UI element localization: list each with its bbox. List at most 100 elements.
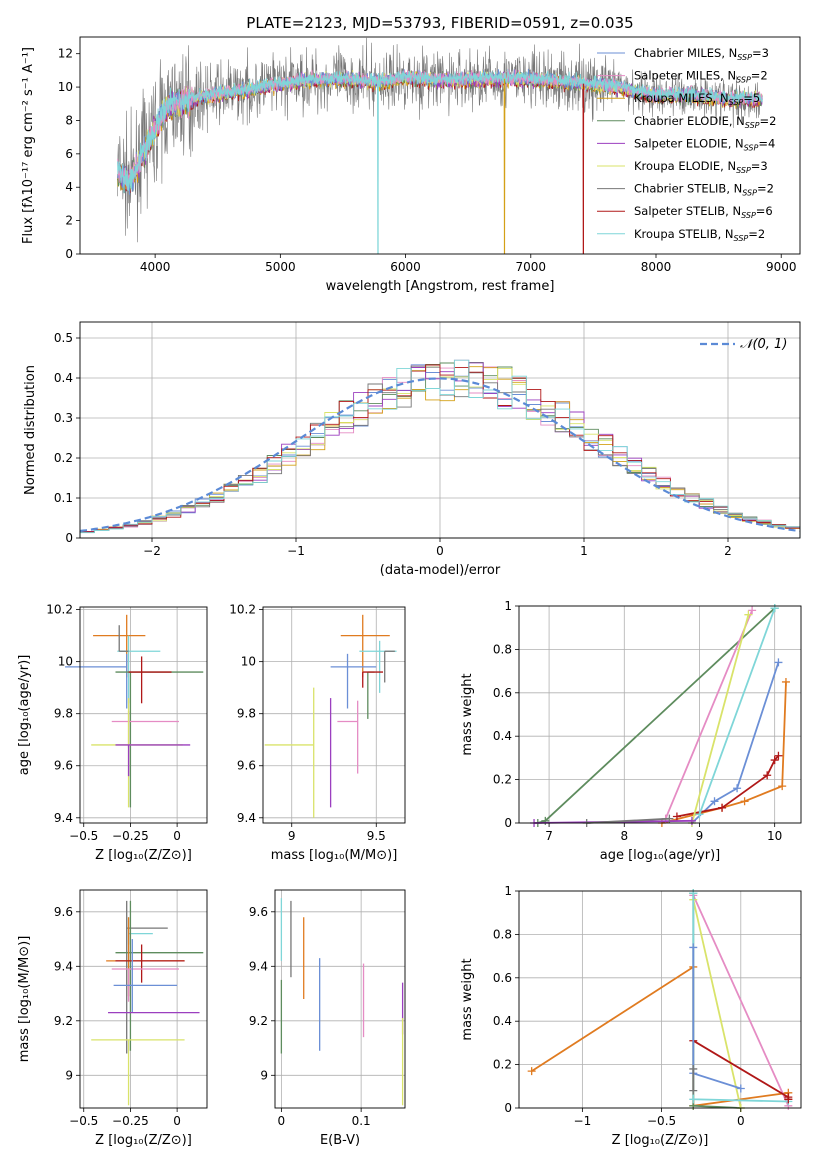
y-tick-label: 0.4 [493,1014,512,1028]
data-point-marker [770,604,779,613]
y-tick-label: 9 [65,1068,73,1082]
panel-5: −0.5 −0.25 0 9 9.2 9.4 9.6 Z [log₁₀(Z/Z⊙)] mass … [17,889,208,1148]
plot-area [91,900,204,1106]
y-tick-label: 0.2 [54,451,73,465]
panel-0: 4000 5000 6000 7000 8000 9000 0 2 4 6 8 10 12 wavelen… [21,36,801,294]
series-path [692,947,742,1090]
series-path [531,965,790,1107]
series-path [691,614,750,824]
errorbar-point [126,900,168,1054]
y-tick-label: 9 [260,1068,268,1082]
errorbar-point [115,744,191,777]
data-point-marker [689,889,698,898]
data-point-marker [689,1086,698,1095]
data-point-marker [527,1067,536,1076]
data-point-marker [778,782,787,791]
y-tick-label: 0.2 [493,1058,512,1072]
errorbar-point [111,711,179,748]
legend-entry: Kroupa ELODIE, NSSP=3 [634,159,768,175]
panel-6: 0 0.1 9 9.2 9.4 9.6 E(B-V) [249,889,406,1148]
y-tick-label: 2 [65,214,73,228]
y-tick-label: 9.6 [54,759,73,773]
y-tick-label: 9.6 [249,905,268,919]
y-tick-label: 0 [65,247,73,261]
y-tick-label: 9.8 [237,707,256,721]
data-point-marker [733,784,742,793]
y-tick-label: 9.6 [237,759,256,773]
plot-area [527,889,793,1112]
errorbar-point [384,650,395,683]
series-line [689,895,745,1112]
errorbar-point [106,917,185,997]
data-point-marker [740,797,749,806]
errorbar-point [91,698,183,808]
plot-area [280,898,404,1106]
y-tick-label: 9.6 [54,905,73,919]
x-axis-label: age [log₁₀(age/yr)] [600,848,721,863]
series-path [586,817,670,824]
x-tick-label: 6000 [390,260,421,274]
legend: Chabrier MILES, NSSP=3 Salpeter MILES, NS… [597,46,776,243]
data-point-marker [710,797,719,806]
plot-area [117,37,763,255]
x-tick-label: 7 [545,829,553,843]
errorbar-point [128,656,172,704]
data-point-marker [774,751,783,760]
x-tick-label: 0 [173,1114,181,1128]
axes-frame [518,890,802,1109]
errorbar-point [113,939,178,1013]
x-tick-label: −1 [287,544,305,558]
y-tick-label: 4 [65,180,73,194]
x-axis-label: E(B-V) [320,1133,360,1148]
axes-frame [518,605,802,824]
y-tick-label: 9.2 [54,1014,73,1028]
legend: 𝒩(0, 1) [700,337,787,352]
y-tick-label: 0.4 [493,729,512,743]
y-tick-label: 10 [58,655,73,669]
data-point-marker [718,803,727,812]
plot-area [264,614,397,818]
errorbar-point [117,635,161,704]
data-point-marker [781,677,790,686]
y-axis-label: mass weight [460,958,475,1040]
legend-entry: Salpeter STELIB, NSSP=6 [634,204,773,220]
y-tick-label: 9.4 [237,811,256,825]
series-line [689,1064,698,1095]
y-tick-label: 12 [58,47,73,61]
x-tick-label: 5000 [265,260,296,274]
y-tick-label: 0.8 [493,642,512,656]
errorbar-point [264,687,315,818]
errorbar-point [65,653,128,709]
x-tick-label: 0 [278,1114,286,1128]
x-tick-label: 0 [737,1114,745,1128]
errorbar-point [337,700,359,774]
errorbar-point [118,625,129,652]
legend-entry: Chabrier ELODIE, NSSP=2 [634,114,776,130]
y-axis-label: Normed distribution [23,365,38,495]
data-point-marker [763,771,772,780]
x-tick-label: 8 [620,829,628,843]
panel-1: −2 −1 0 1 2 0 0.1 0.2 0.3 0.4 0.5 (data-model)/erro… [23,321,801,578]
legend-entry: Salpeter MILES, NSSP=2 [634,69,768,85]
y-tick-label: 0.8 [493,927,512,941]
panel-2: −0.5 −0.25 0 9.4 9.6 9.8 10 10.2 Z [log₁₀(Z/Z⊙)]… [17,603,208,863]
y-tick-label: 10 [58,80,73,94]
x-tick-label: 8000 [641,260,672,274]
plot-area [79,359,801,538]
legend-entry: Chabrier MILES, NSSP=3 [634,46,769,62]
x-axis-label: Z [log₁₀(Z/Z⊙)] [95,848,192,863]
y-tick-label: 10.2 [229,603,256,617]
axes-frame [79,606,208,824]
x-tick-label: 0.1 [352,1114,371,1128]
data-point-marker [748,606,757,615]
y-tick-label: 0.1 [54,491,73,505]
errorbar-point [362,671,384,688]
y-tick-label: 6 [65,147,73,161]
data-point-marker [687,816,696,825]
x-axis-label: Z [log₁₀(Z/Z⊙)] [95,1133,192,1148]
x-tick-label: 4000 [140,260,171,274]
errorbar-point [115,900,204,1051]
y-tick-label: 0.2 [493,773,512,787]
axes-frame [79,36,801,255]
